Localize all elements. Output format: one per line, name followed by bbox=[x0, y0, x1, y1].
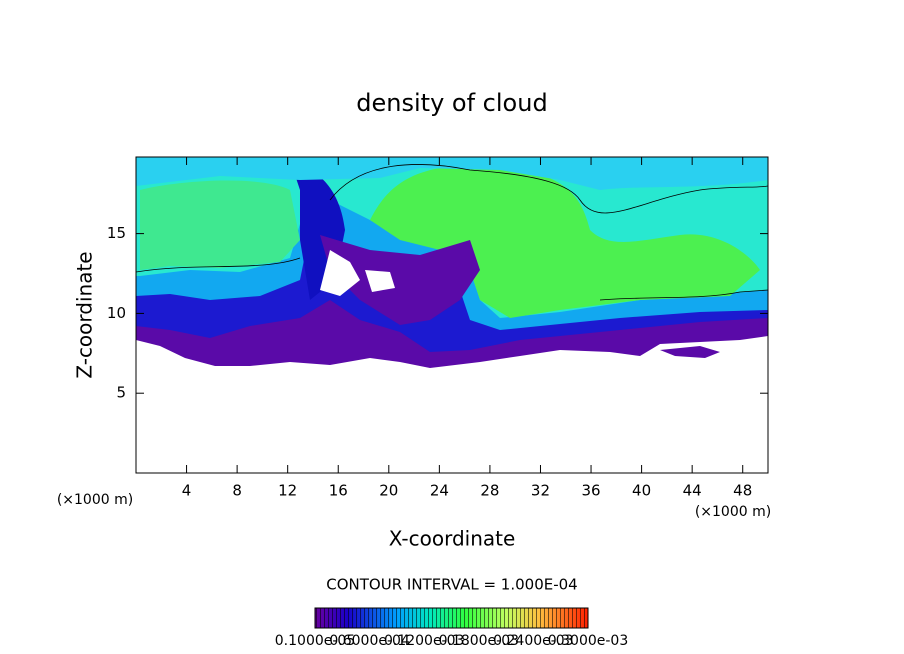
x-tick-label: 48 bbox=[733, 482, 752, 500]
x-unit-label: (×1000 m) bbox=[57, 492, 133, 508]
x-tick-label: 44 bbox=[683, 482, 702, 500]
colorbar-label: 0.6000e-04 bbox=[329, 633, 410, 649]
colorbar-label: 0.3000e-03 bbox=[548, 633, 628, 649]
cloud-field bbox=[136, 157, 768, 473]
x-tick-label: 24 bbox=[430, 482, 449, 500]
x-axis-label: X-coordinate bbox=[389, 527, 516, 551]
x-tick-label: 8 bbox=[232, 482, 242, 500]
y-tick-label: 15 bbox=[107, 224, 126, 242]
contour-interval: CONTOUR INTERVAL = 1.000E-04 bbox=[326, 576, 577, 594]
y-tick-label: 10 bbox=[107, 304, 126, 322]
colorbar-label: 0.1800e-03 bbox=[439, 633, 519, 649]
x-unit-label: (×1000 m) bbox=[695, 504, 771, 520]
colorbar-label: 0.2400e-03 bbox=[493, 633, 573, 649]
plot-frame bbox=[135, 156, 769, 474]
colorbar-label: 0.1000e-05 bbox=[275, 633, 355, 649]
x-tick-label: 4 bbox=[182, 482, 192, 500]
colorbar-frame bbox=[314, 607, 589, 629]
y-tick-label: 5 bbox=[116, 384, 126, 402]
x-tick-label: 40 bbox=[632, 482, 651, 500]
x-tick-label: 16 bbox=[329, 482, 348, 500]
x-tick-label: 32 bbox=[531, 482, 550, 500]
x-tick-label: 20 bbox=[379, 482, 398, 500]
chart-title: density of cloud bbox=[356, 89, 547, 117]
x-tick-label: 36 bbox=[581, 482, 600, 500]
y-axis-label: Z-coordinate bbox=[73, 251, 97, 378]
x-tick-label: 28 bbox=[480, 482, 499, 500]
x-tick-label: 12 bbox=[278, 482, 297, 500]
colorbar-label: 0.1200e-03 bbox=[384, 633, 464, 649]
